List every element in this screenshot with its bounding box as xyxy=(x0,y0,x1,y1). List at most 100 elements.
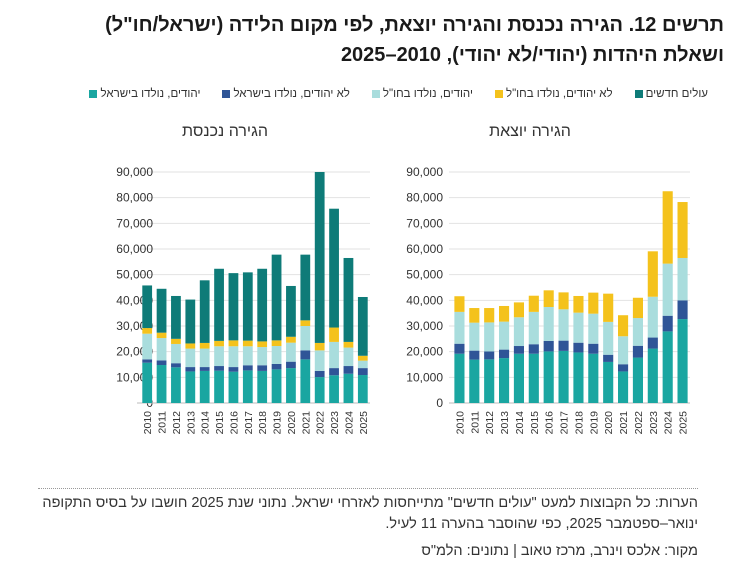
bar-segment xyxy=(454,353,465,403)
legend-swatch xyxy=(222,90,231,98)
bar-segment xyxy=(142,359,153,363)
legend-item-jews-israel: יהודים, נולדו בישראל xyxy=(89,88,200,100)
bar-segment xyxy=(242,365,253,371)
legend-label: יהודים, נולדו בחו"ל xyxy=(382,88,473,100)
bar-segment xyxy=(357,368,368,376)
x-tick-label: 2023 xyxy=(648,411,660,435)
bar-segment xyxy=(632,345,643,358)
bar-segment xyxy=(185,343,196,349)
bar-segment xyxy=(573,342,584,353)
x-tick-label: 2012 xyxy=(484,411,496,435)
bar-segment xyxy=(185,299,196,344)
bar-segment xyxy=(357,296,368,356)
bar-segment xyxy=(271,363,282,370)
x-tick-label: 2017 xyxy=(559,411,571,435)
bar-segment xyxy=(329,368,339,376)
bar-segment xyxy=(543,340,554,352)
bar-segment xyxy=(573,295,584,313)
y-tick-label: 80,000 xyxy=(116,191,153,205)
legend-label: לא יהודים, נולדו בחו"ל xyxy=(505,88,613,100)
bar-segment xyxy=(314,350,325,371)
bar-segment xyxy=(242,340,253,347)
legend-item-nonjews-israel: לא יהודים, נולדו בישראל xyxy=(222,88,350,100)
y-tick-label: 10,000 xyxy=(406,370,443,384)
bar-segment xyxy=(314,370,325,378)
bar-segment xyxy=(228,340,239,347)
legend: עולים חדשים לא יהודים, נולדו בחו"ל יהודי… xyxy=(89,88,708,100)
x-tick-label: 2019 xyxy=(272,411,284,435)
y-tick-label: 70,000 xyxy=(116,216,153,230)
legend-label: עולים חדשים xyxy=(645,88,708,100)
x-tick-label: 2020 xyxy=(286,411,298,435)
bar-segment xyxy=(171,367,181,403)
bar-segment xyxy=(454,311,465,344)
bar-segment xyxy=(214,340,224,347)
bar-segment xyxy=(618,364,629,372)
bar-segment xyxy=(632,357,643,403)
bar-segment xyxy=(185,371,196,403)
x-tick-label: 2025 xyxy=(358,411,370,435)
x-tick-label: 2020 xyxy=(603,411,615,435)
bar-segment xyxy=(513,302,524,318)
bar-segment xyxy=(618,371,629,403)
y-tick-label: 90,000 xyxy=(406,165,443,179)
notes-text: הערות: כל הקבוצות למעט "עולים חדשים" מתי… xyxy=(42,495,698,532)
bar-segment xyxy=(499,349,510,359)
x-tick-label: 2024 xyxy=(663,411,675,435)
x-tick-label: 2022 xyxy=(633,411,645,435)
bar-segment xyxy=(228,367,239,372)
y-tick-label: 60,000 xyxy=(116,242,153,256)
bar-segment xyxy=(677,319,688,403)
bar-segment xyxy=(588,343,599,354)
bar-segment xyxy=(632,318,643,346)
bar-segment xyxy=(662,315,673,332)
bar-segment xyxy=(271,340,282,347)
source-text: מקור: אלכס וינרב, מרכז טאוב | נתונים: הל… xyxy=(421,543,698,559)
bar-segment xyxy=(677,202,688,258)
bar-segment xyxy=(632,297,643,319)
bar-segment xyxy=(513,346,524,354)
x-tick-label: 2011 xyxy=(157,411,169,434)
bar-segment xyxy=(271,369,282,403)
bar-segment xyxy=(286,336,296,343)
bar-segment xyxy=(484,322,495,352)
bar-segment xyxy=(484,308,495,323)
bar-segment xyxy=(343,373,354,403)
bar-segment xyxy=(558,292,569,310)
bar-segment xyxy=(588,353,599,403)
bar-segment xyxy=(286,361,296,369)
x-tick-label: 2023 xyxy=(329,411,341,435)
x-tick-label: 2014 xyxy=(200,411,212,435)
bar-segment xyxy=(286,368,296,403)
bar-segment xyxy=(357,375,368,403)
bar-segment xyxy=(300,326,311,351)
x-tick-label: 2015 xyxy=(214,411,226,435)
x-tick-label: 2013 xyxy=(185,411,197,435)
bar-segment xyxy=(271,254,282,341)
bar-segment xyxy=(185,348,196,368)
bar-segment xyxy=(199,342,210,349)
bar-segment xyxy=(343,341,354,348)
bar-segment xyxy=(171,343,181,364)
bar-segment xyxy=(662,263,673,316)
bar-segment xyxy=(286,285,296,337)
bar-segment xyxy=(677,300,688,320)
bar-segment xyxy=(647,251,658,297)
x-tick-label: 2016 xyxy=(544,411,556,435)
bar-segment xyxy=(484,359,495,403)
bar-segment xyxy=(543,290,554,308)
bar-segment xyxy=(454,343,465,354)
x-tick-label: 2021 xyxy=(300,411,312,435)
bar-segment xyxy=(300,254,311,321)
y-tick-label: 50,000 xyxy=(406,268,443,282)
bar-segment xyxy=(171,338,181,344)
bar-segment xyxy=(300,320,311,326)
x-tick-label: 2010 xyxy=(454,411,466,435)
legend-item-nonjews-abroad: לא יהודים, נולדו בחו"ל xyxy=(494,88,613,100)
legend-swatch xyxy=(634,90,643,98)
bar-segment xyxy=(558,340,569,351)
bar-segment xyxy=(618,315,629,337)
bar-segment xyxy=(156,365,167,403)
